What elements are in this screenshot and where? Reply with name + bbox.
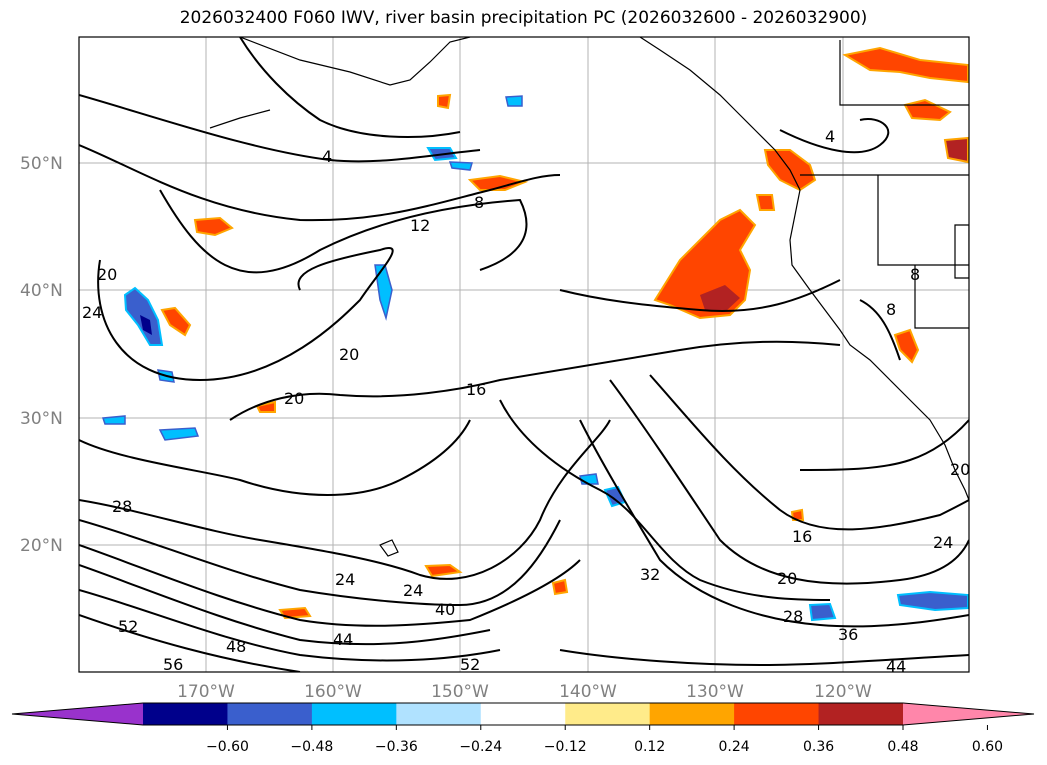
lon-label: 170°W — [177, 682, 235, 702]
contour-label: 32 — [640, 565, 660, 584]
lon-label: 120°W — [814, 682, 872, 702]
precip-patch — [160, 306, 192, 337]
contour-label: 52 — [460, 655, 480, 674]
precip-patch — [467, 174, 529, 191]
contour-label: 16 — [466, 380, 486, 399]
precip-patch — [700, 285, 740, 312]
colorbar-tick-label: −0.60 — [206, 739, 249, 755]
contour-label: 28 — [783, 607, 803, 626]
contour-label: 16 — [792, 527, 812, 546]
colorbar: −0.60 −0.48 −0.36 −0.24 −0.12 0.12 0.24 0.36 0.4… — [11, 702, 1035, 755]
contour-label: 12 — [410, 216, 430, 235]
contour-label: 20 — [950, 460, 970, 479]
contour-label: 20 — [339, 345, 359, 364]
contour-label: 24 — [335, 570, 355, 589]
contour-label: 20 — [97, 265, 117, 284]
longitude-labels: 170°W 160°W 150°W 140°W 130°W 120°W — [177, 682, 872, 702]
lon-label: 140°W — [559, 682, 617, 702]
contour-label: 8 — [886, 300, 896, 319]
colorbar-tick-label: 0.48 — [887, 739, 918, 755]
lon-label: 130°W — [686, 682, 744, 702]
lat-label: 20°N — [20, 536, 63, 556]
colorbar-tick-label: 0.36 — [803, 739, 834, 755]
lat-label: 40°N — [20, 281, 63, 301]
iwv-contours — [79, 37, 969, 672]
precip-patch — [374, 264, 393, 321]
precip-patch — [140, 315, 152, 335]
colorbar-segment — [565, 703, 651, 725]
precip-patch — [842, 46, 969, 84]
precip-patch — [101, 415, 126, 425]
precip-patch — [424, 563, 463, 578]
colorbar-segment — [818, 703, 904, 725]
contour-label: 8 — [910, 265, 920, 284]
precip-patch — [448, 161, 473, 171]
contour-label: 36 — [838, 625, 858, 644]
contour-label: 52 — [118, 617, 138, 636]
contour-label: 20 — [777, 569, 797, 588]
colorbar-segment — [143, 703, 228, 725]
contour-label: 4 — [322, 147, 332, 166]
coastline — [209, 37, 969, 557]
precip-patch — [158, 427, 200, 441]
colorbar-tick-label: −0.12 — [544, 739, 587, 755]
colorbar-extend-low — [12, 703, 143, 725]
colorbar-tick-label: 0.12 — [634, 739, 665, 755]
precip-patch — [123, 286, 164, 346]
contour-label: 44 — [333, 630, 353, 649]
map-background — [79, 37, 969, 672]
precip-patch — [755, 194, 776, 211]
precip-patch — [255, 400, 276, 413]
lon-label: 150°W — [431, 682, 489, 702]
precip-patch — [193, 216, 234, 237]
colorbar-tick-label: 0.60 — [972, 739, 1003, 755]
contour-label: 44 — [886, 657, 906, 676]
lat-label: 30°N — [20, 409, 63, 429]
contour-label: 24 — [82, 303, 102, 322]
contour-label: 28 — [112, 497, 132, 516]
colorbar-ticks: −0.60 −0.48 −0.36 −0.24 −0.12 0.12 0.24 0.36 0.4… — [206, 725, 1003, 755]
precip-patch — [551, 578, 569, 596]
precip-patch — [808, 602, 837, 622]
contour-label: 56 — [163, 655, 183, 674]
colorbar-tick-label: −0.36 — [375, 739, 418, 755]
colorbar-segment — [396, 703, 482, 725]
colorbar-segment — [227, 703, 313, 725]
contour-label: 40 — [435, 600, 455, 619]
map-title: 2026032400 F060 IWV, river basin precipi… — [179, 8, 868, 28]
contour-label: 20 — [284, 389, 304, 408]
latitude-labels: 50°N 40°N 30°N 20°N — [20, 154, 63, 556]
lat-label: 50°N — [20, 154, 63, 174]
colorbar-tick-label: 0.24 — [719, 739, 750, 755]
contour-labels: 4 8 12 16 20 20 20 24 24 28 32 40 44 48 … — [82, 127, 970, 676]
lon-label: 160°W — [304, 682, 362, 702]
contour-label: 8 — [474, 193, 484, 212]
precip-patch — [943, 136, 969, 164]
colorbar-segment — [649, 703, 735, 725]
colorbar-segment — [734, 703, 820, 725]
colorbar-outline — [11, 702, 1035, 726]
colorbar-extend-high — [903, 703, 1034, 725]
contour-label: 4 — [825, 127, 835, 146]
contour-label: 24 — [403, 581, 423, 600]
precip-patch — [579, 473, 599, 485]
precip-patch — [505, 95, 523, 107]
colorbar-tick-label: −0.24 — [459, 739, 502, 755]
precip-patch — [893, 328, 920, 364]
colorbar-segment — [480, 703, 566, 725]
precip-patch — [437, 93, 452, 110]
contour-label: 48 — [226, 637, 246, 656]
map-border — [78, 36, 970, 673]
colorbar-segments — [12, 703, 1034, 725]
contour-label: 24 — [933, 533, 953, 552]
precip-patch — [896, 590, 969, 612]
precip-anomaly-patches — [101, 46, 969, 622]
colorbar-segment — [311, 703, 397, 725]
colorbar-tick-label: −0.48 — [290, 739, 333, 755]
